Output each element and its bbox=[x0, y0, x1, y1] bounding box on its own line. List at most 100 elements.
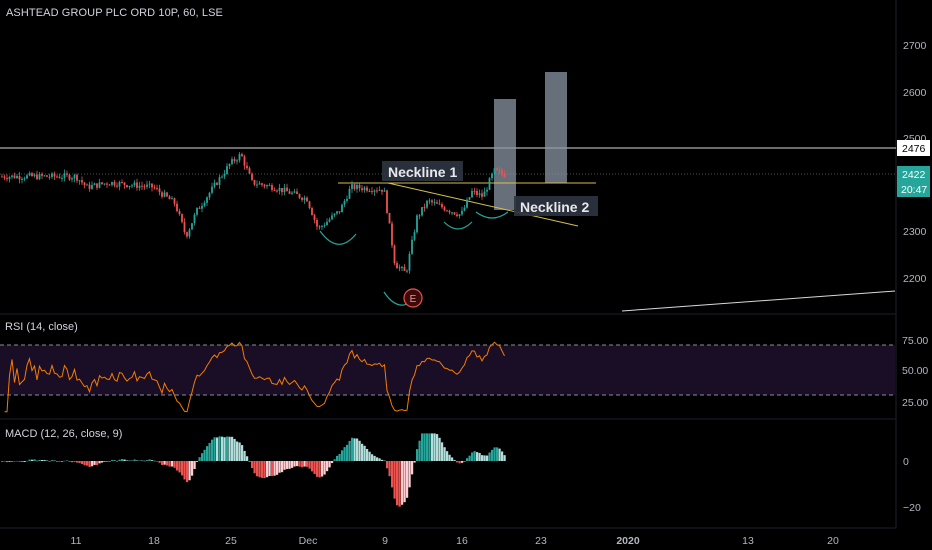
target-box-1[interactable] bbox=[494, 99, 516, 210]
candle-body bbox=[148, 183, 151, 185]
candle-body bbox=[236, 160, 238, 162]
candle-body bbox=[383, 190, 386, 192]
macd-bar bbox=[26, 460, 29, 462]
candle-body bbox=[306, 197, 308, 202]
macd-bar bbox=[433, 433, 436, 461]
neckline-2[interactable] bbox=[387, 182, 579, 227]
countdown-label-bg bbox=[897, 182, 930, 197]
candle-body bbox=[498, 169, 501, 171]
macd-bar bbox=[206, 446, 209, 461]
candle-body bbox=[76, 174, 78, 181]
time-tick: 11 bbox=[71, 535, 82, 547]
macd-bar bbox=[331, 461, 334, 464]
macd-bar bbox=[163, 461, 166, 465]
candle-body bbox=[106, 183, 108, 185]
candle-body bbox=[458, 214, 461, 217]
macd-bar bbox=[268, 461, 271, 476]
macd-bar bbox=[93, 461, 96, 465]
neckline-1-label-bg bbox=[382, 161, 463, 181]
candle-body bbox=[391, 223, 393, 246]
macd-bar bbox=[71, 461, 74, 463]
macd-bar bbox=[201, 453, 204, 461]
candle-body bbox=[296, 191, 298, 195]
macd-bar bbox=[6, 461, 9, 463]
time-tick: 9 bbox=[382, 535, 388, 547]
candle-body bbox=[146, 184, 148, 187]
macd-bar bbox=[236, 441, 239, 461]
candle-body bbox=[483, 191, 486, 197]
candle-body bbox=[8, 176, 11, 180]
candle-body bbox=[181, 214, 183, 223]
candle-body bbox=[431, 200, 433, 203]
time-tick: 2020 bbox=[616, 535, 640, 547]
candle-body bbox=[281, 187, 283, 193]
macd-bar bbox=[408, 461, 411, 488]
candle-body bbox=[283, 187, 286, 193]
candle-body bbox=[43, 175, 46, 177]
macd-bar bbox=[123, 459, 126, 461]
macd-bar bbox=[488, 452, 491, 461]
candle-body bbox=[36, 174, 38, 180]
macd-bar bbox=[28, 459, 31, 461]
candle-body bbox=[446, 210, 448, 212]
macd-bar bbox=[63, 460, 66, 462]
candle-body bbox=[258, 183, 261, 185]
macd-bar bbox=[151, 460, 154, 461]
candle-body bbox=[118, 182, 121, 187]
macd-bar bbox=[316, 461, 319, 477]
macd-bar bbox=[121, 459, 124, 461]
candle-body bbox=[441, 204, 443, 208]
candle-body bbox=[116, 185, 118, 187]
macd-bar bbox=[251, 461, 254, 468]
target-box-2[interactable] bbox=[545, 72, 567, 183]
rsi-tick: 50.00 bbox=[902, 365, 928, 377]
candle-body bbox=[253, 179, 256, 185]
macd-bar bbox=[3, 461, 6, 462]
macd-bar bbox=[191, 461, 194, 476]
macd-bar bbox=[171, 461, 174, 467]
macd-bar bbox=[176, 461, 179, 471]
candle-body bbox=[111, 181, 113, 185]
macd-bar bbox=[158, 461, 161, 463]
macd-bar bbox=[31, 459, 34, 461]
price-tick: 2600 bbox=[903, 87, 927, 99]
price-tick: 2300 bbox=[903, 226, 927, 238]
macd-bar bbox=[286, 461, 289, 469]
macd-bar bbox=[248, 461, 251, 463]
macd-bar bbox=[443, 447, 446, 461]
macd-bar bbox=[271, 461, 274, 477]
trend-line[interactable] bbox=[621, 290, 896, 312]
candle-body bbox=[178, 211, 181, 215]
candle-body bbox=[201, 205, 203, 209]
macd-bar bbox=[353, 438, 356, 461]
candle-body bbox=[343, 200, 346, 205]
candle-body bbox=[461, 210, 463, 215]
macd-bar bbox=[153, 460, 156, 462]
candle-body bbox=[353, 184, 356, 190]
macd-bar bbox=[491, 449, 494, 461]
event-marker[interactable] bbox=[403, 288, 423, 308]
macd-bar bbox=[98, 461, 101, 464]
macd-bar bbox=[276, 461, 279, 475]
macd-bar bbox=[486, 455, 489, 461]
macd-bar bbox=[313, 461, 316, 474]
macd-bar bbox=[263, 461, 266, 479]
macd-bar bbox=[13, 461, 16, 462]
macd-bar bbox=[173, 461, 176, 468]
macd-bar bbox=[303, 461, 306, 467]
macd-label: MACD (12, 26, close, 9) bbox=[5, 428, 122, 440]
candle-body bbox=[3, 176, 6, 179]
macd-bar bbox=[126, 460, 129, 461]
candle-body bbox=[56, 176, 58, 178]
candle-body bbox=[323, 225, 326, 227]
macd-bar bbox=[133, 459, 136, 461]
candle-body bbox=[366, 187, 368, 191]
candle-body bbox=[378, 189, 381, 191]
candle-body bbox=[368, 190, 371, 192]
macd-bar bbox=[478, 452, 481, 461]
candle-body bbox=[6, 178, 8, 180]
macd-bar bbox=[466, 458, 469, 461]
candle-body bbox=[263, 184, 266, 187]
candle-body bbox=[126, 185, 128, 188]
